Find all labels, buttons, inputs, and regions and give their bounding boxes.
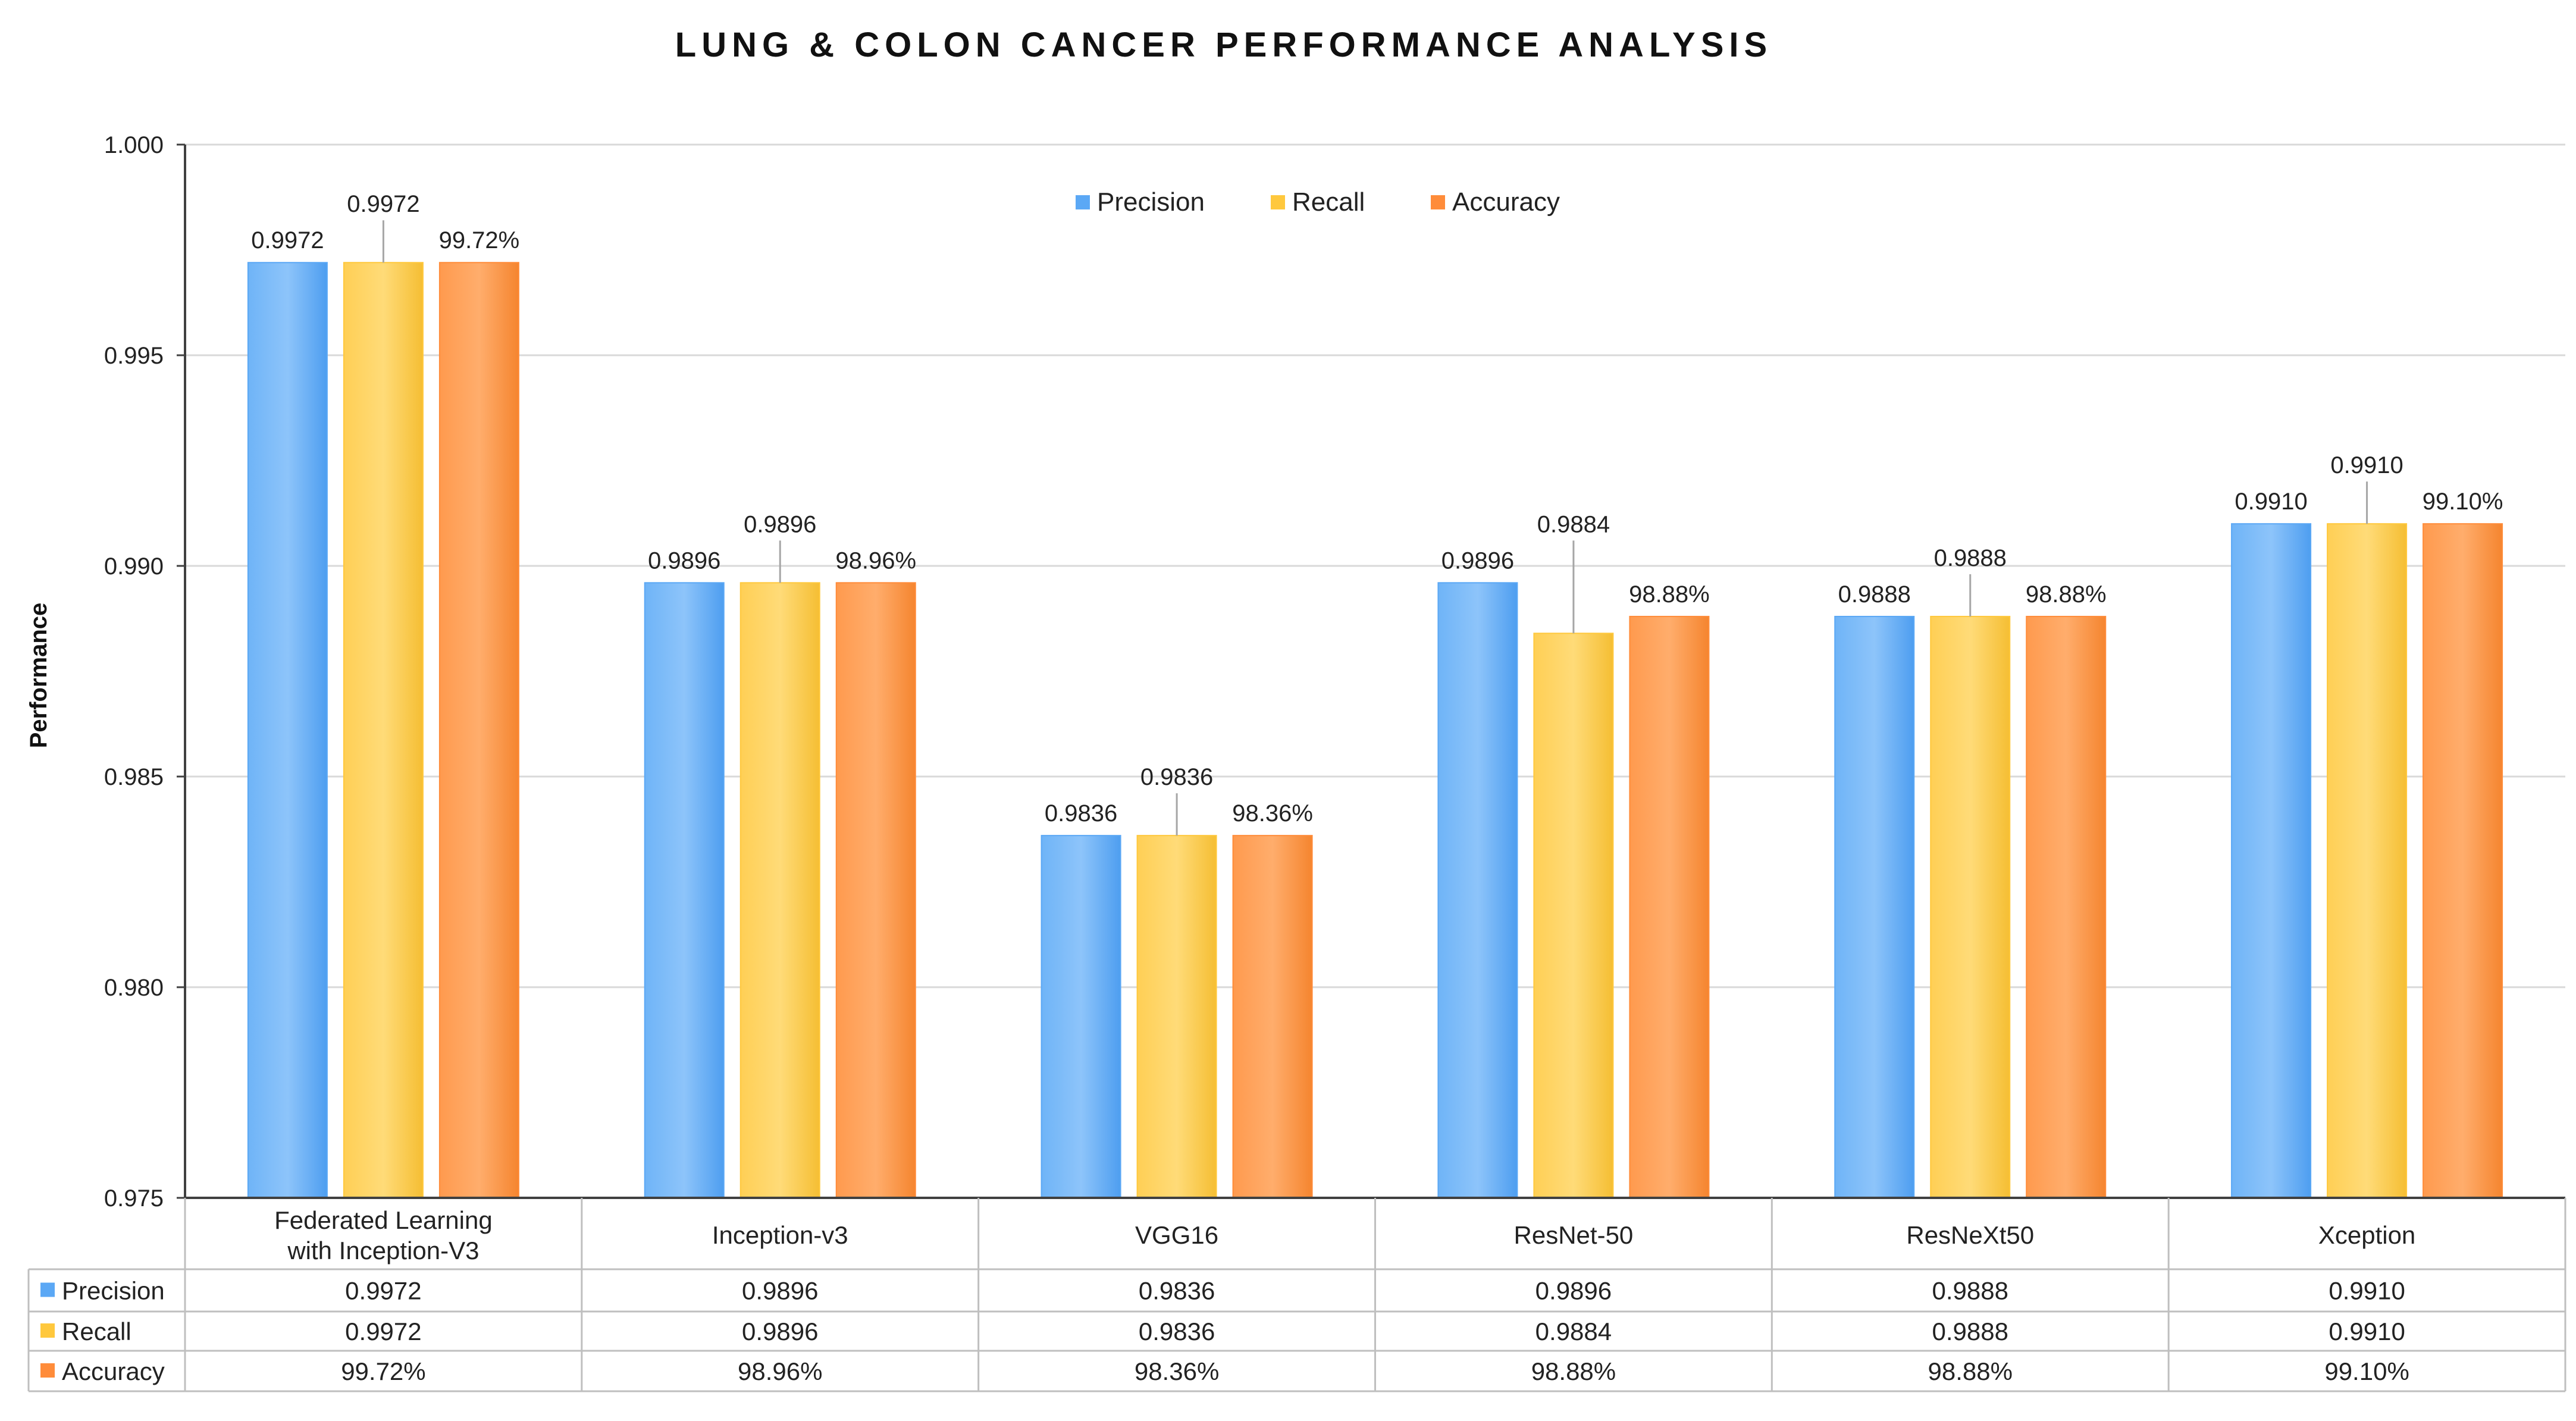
y-tick-label: 0.985	[104, 764, 164, 790]
data-label-accuracy: 99.10%	[2423, 489, 2503, 515]
table-swatch-precision	[40, 1282, 55, 1297]
data-label-recall: 0.9910	[2330, 452, 2403, 478]
bar-recall	[1533, 633, 1614, 1198]
table-row-header: Precision	[62, 1277, 165, 1305]
bar-recall	[2327, 523, 2408, 1199]
data-label-precision: 0.9896	[648, 547, 720, 574]
bar-precision	[2231, 523, 2312, 1199]
data-label-recall: 0.9884	[1537, 511, 1610, 537]
gridlines	[185, 143, 2565, 988]
table-cell: 98.96%	[738, 1357, 822, 1385]
table-swatch-accuracy	[40, 1363, 55, 1378]
legend: Precision Recall Accuracy	[1076, 187, 1560, 217]
data-label-precision: 0.9896	[1441, 547, 1514, 574]
bar-recall	[739, 582, 820, 1199]
data-labels: 0.9972 0.9972 99.72% 0.9896 0.9896 98.96% 0.98…	[251, 191, 2503, 827]
data-label-accuracy: 98.36%	[1232, 800, 1313, 827]
table-cell: 0.9836	[1139, 1317, 1215, 1345]
table-cell: 0.9888	[1932, 1317, 2008, 1345]
table-cell: 98.88%	[1928, 1357, 2013, 1385]
legend-swatch-precision	[1076, 195, 1090, 209]
bar-precision	[1437, 582, 1518, 1199]
data-label-accuracy: 98.88%	[2026, 581, 2107, 608]
bar-recall	[1930, 615, 2011, 1198]
y-tick-label: 0.990	[104, 553, 164, 580]
label-leader-lines	[382, 220, 2368, 836]
table-cell: 0.9888	[1932, 1277, 2008, 1305]
bar-recall	[343, 262, 424, 1198]
legend-label-accuracy: Accuracy	[1452, 187, 1560, 217]
table-cell: 99.10%	[2324, 1357, 2409, 1385]
table-cell: 98.88%	[1531, 1357, 1616, 1385]
bar-accuracy	[1629, 615, 1710, 1198]
data-label-precision: 0.9972	[251, 227, 324, 253]
table-cell: 0.9910	[2329, 1317, 2405, 1345]
y-axis: 0.975 0.980 0.985 0.990 0.995 1.000	[104, 132, 186, 1212]
table-row-header: Accuracy	[62, 1357, 165, 1385]
bar-precision	[1041, 835, 1121, 1198]
table-row-header: Recall	[62, 1317, 131, 1345]
bar-series	[247, 262, 2503, 1199]
legend-swatch-accuracy	[1431, 195, 1445, 209]
bar-accuracy	[2423, 523, 2503, 1199]
x-tick-label: Xception	[2318, 1221, 2415, 1249]
bar-precision	[644, 582, 725, 1199]
bar-precision	[247, 262, 328, 1198]
legend-swatch-recall	[1271, 195, 1285, 209]
bar-accuracy	[2026, 615, 2107, 1198]
table-swatch-recall	[40, 1323, 55, 1338]
chart-title: LUNG & COLON CANCER PERFORMANCE ANALYSIS	[675, 26, 1772, 64]
y-tick-label: 0.995	[104, 343, 164, 369]
table-cell: 0.9910	[2329, 1277, 2405, 1305]
data-label-accuracy: 99.72%	[439, 227, 520, 253]
bar-accuracy	[1232, 835, 1313, 1198]
table-cell: 0.9896	[742, 1317, 818, 1345]
bar-recall	[1136, 835, 1217, 1198]
x-tick-label: with Inception-V3	[287, 1237, 479, 1264]
table-cell: 0.9836	[1139, 1277, 1215, 1305]
data-label-recall: 0.9836	[1140, 764, 1213, 790]
data-label-precision: 0.9836	[1045, 800, 1117, 827]
bar-precision	[1834, 615, 1915, 1198]
bar-accuracy	[438, 262, 519, 1198]
data-label-accuracy: 98.96%	[835, 547, 916, 574]
table-cell: 0.9972	[345, 1277, 421, 1305]
legend-label-recall: Recall	[1292, 187, 1365, 217]
data-label-accuracy: 98.88%	[1629, 581, 1710, 608]
data-label-precision: 0.9910	[2235, 489, 2307, 515]
table-cell: 0.9896	[742, 1277, 818, 1305]
table-cell: 0.9896	[1535, 1277, 1612, 1305]
x-tick-label: Inception-v3	[712, 1221, 848, 1249]
x-tick-label: ResNet-50	[1514, 1221, 1634, 1249]
y-tick-label: 0.975	[104, 1185, 164, 1212]
table-cell: 0.9884	[1535, 1317, 1612, 1345]
data-label-precision: 0.9888	[1838, 581, 1911, 608]
x-tick-label: ResNeXt50	[1906, 1221, 2034, 1249]
legend-label-precision: Precision	[1097, 187, 1205, 217]
y-tick-label: 0.980	[104, 975, 164, 1001]
x-tick-label: Federated Learning	[274, 1206, 493, 1234]
table-cell: 0.9972	[345, 1317, 421, 1345]
table-cell: 99.72%	[341, 1357, 425, 1385]
data-label-recall: 0.9896	[744, 511, 816, 537]
data-label-recall: 0.9888	[1934, 545, 2007, 571]
bar-accuracy	[835, 582, 916, 1199]
table-cell: 98.36%	[1135, 1357, 1219, 1385]
y-axis-label: Performance	[26, 603, 52, 749]
data-table: Federated Learning with Inception-V3 Incep…	[27, 1197, 2566, 1392]
data-label-recall: 0.9972	[347, 191, 419, 217]
y-tick-label: 1.000	[104, 132, 164, 158]
x-tick-label: VGG16	[1135, 1221, 1218, 1249]
